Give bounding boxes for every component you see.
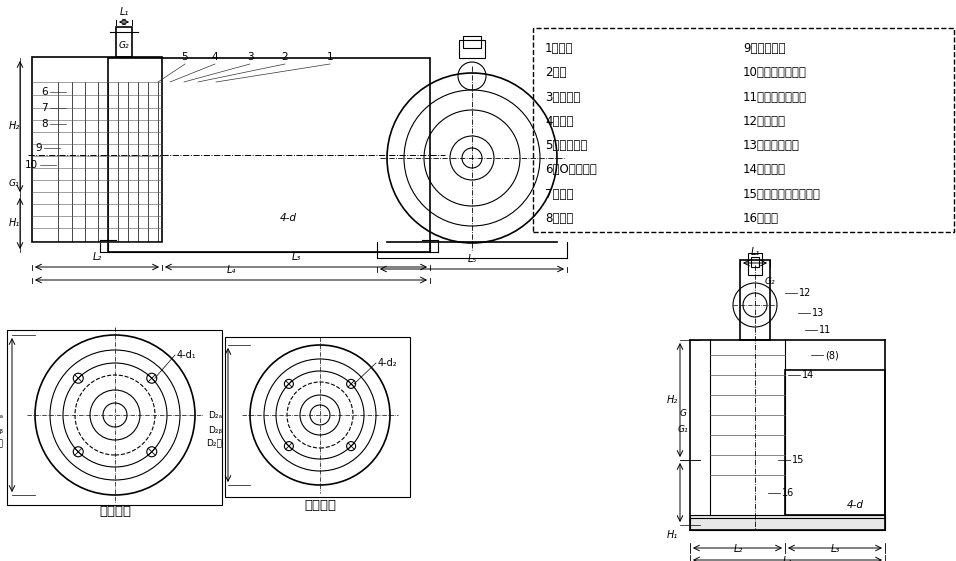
Text: 12、出水咀: 12、出水咀 bbox=[743, 115, 786, 128]
Text: L₃: L₃ bbox=[831, 544, 839, 554]
Text: G₁: G₁ bbox=[678, 425, 688, 435]
Text: 4-d₂: 4-d₂ bbox=[378, 358, 398, 368]
Text: 13、橡胶止回阀: 13、橡胶止回阀 bbox=[743, 139, 800, 152]
Bar bbox=[7, 330, 222, 505]
Text: 13: 13 bbox=[812, 308, 824, 318]
Text: 11: 11 bbox=[819, 325, 832, 335]
Text: G₁: G₁ bbox=[9, 178, 19, 187]
Text: 4-d: 4-d bbox=[279, 213, 296, 223]
Text: 6、O型橡胶圈: 6、O型橡胶圈 bbox=[545, 163, 597, 176]
Text: 10、塑料密封垫圈: 10、塑料密封垫圈 bbox=[743, 66, 807, 79]
Text: L₁: L₁ bbox=[750, 247, 760, 257]
Text: 7、叶轮: 7、叶轮 bbox=[545, 187, 574, 200]
Text: L₅: L₅ bbox=[467, 254, 477, 264]
Text: H₁: H₁ bbox=[666, 530, 678, 540]
Bar bbox=[740, 260, 770, 340]
Text: 3: 3 bbox=[247, 52, 253, 62]
Text: L₄: L₄ bbox=[227, 265, 235, 275]
Text: 14、入水咀: 14、入水咀 bbox=[743, 163, 786, 176]
Text: H₂: H₂ bbox=[666, 395, 678, 405]
Text: 9: 9 bbox=[35, 143, 42, 153]
Text: 2、键: 2、键 bbox=[545, 66, 567, 79]
Text: L₁: L₁ bbox=[120, 7, 129, 17]
Text: 6: 6 bbox=[41, 87, 48, 97]
Text: 5: 5 bbox=[182, 52, 188, 62]
Text: 4-d₁: 4-d₁ bbox=[177, 350, 197, 360]
Text: 入口法兰: 入口法兰 bbox=[99, 505, 131, 518]
Text: 16: 16 bbox=[782, 488, 794, 498]
Text: 11、出口橡胶垫圈: 11、出口橡胶垫圈 bbox=[743, 90, 807, 103]
Text: H₂: H₂ bbox=[9, 121, 20, 131]
Text: D₂ᵦ: D₂ᵦ bbox=[207, 425, 222, 435]
Text: L₃: L₃ bbox=[292, 252, 300, 262]
Text: D₁ᵦ: D₁ᵦ bbox=[0, 425, 3, 435]
Text: G₂: G₂ bbox=[765, 277, 775, 286]
Text: 7: 7 bbox=[41, 103, 48, 113]
Bar bbox=[32, 57, 162, 242]
Text: 9、叶轮螺母: 9、叶轮螺母 bbox=[743, 42, 786, 55]
Text: 15、螺塞橡胶密封垫圈: 15、螺塞橡胶密封垫圈 bbox=[743, 187, 821, 200]
Text: L₂: L₂ bbox=[93, 252, 101, 262]
Text: G₂: G₂ bbox=[119, 40, 129, 49]
Text: 8: 8 bbox=[41, 119, 48, 129]
Text: 出口法兰: 出口法兰 bbox=[304, 499, 336, 512]
Bar bbox=[225, 337, 410, 497]
Bar bbox=[748, 253, 762, 275]
Bar bbox=[463, 36, 481, 48]
Bar bbox=[785, 370, 885, 515]
Text: 4、泵盖: 4、泵盖 bbox=[545, 115, 574, 128]
Text: 8、泵体: 8、泵体 bbox=[545, 211, 574, 225]
Bar bbox=[751, 257, 759, 267]
Text: 2: 2 bbox=[282, 52, 289, 62]
Text: 15: 15 bbox=[792, 455, 804, 465]
Text: D₂ₐ: D₂ₐ bbox=[207, 411, 222, 420]
Text: (8): (8) bbox=[825, 350, 838, 360]
Text: L₄: L₄ bbox=[782, 556, 792, 561]
Bar bbox=[108, 58, 430, 252]
Text: 3、连接架: 3、连接架 bbox=[545, 90, 580, 103]
Bar bbox=[533, 28, 954, 232]
Text: G: G bbox=[680, 408, 686, 417]
Text: 1、电机: 1、电机 bbox=[545, 42, 574, 55]
Bar bbox=[459, 40, 485, 58]
Text: 16、螺塞: 16、螺塞 bbox=[743, 211, 779, 225]
Text: L₂: L₂ bbox=[733, 544, 743, 554]
Text: 4: 4 bbox=[211, 52, 218, 62]
Text: 10: 10 bbox=[25, 160, 38, 170]
Text: 4-d: 4-d bbox=[846, 500, 863, 510]
Text: D₂꜀: D₂꜀ bbox=[206, 439, 222, 448]
Text: D₁ₐ: D₁ₐ bbox=[0, 411, 3, 420]
Bar bbox=[116, 27, 132, 57]
Text: 1: 1 bbox=[327, 52, 334, 62]
Text: 12: 12 bbox=[799, 288, 812, 298]
Bar bbox=[690, 515, 885, 530]
Text: H₁: H₁ bbox=[9, 218, 20, 228]
Text: 5、机械密封: 5、机械密封 bbox=[545, 139, 587, 152]
Text: D₁꜀: D₁꜀ bbox=[0, 439, 3, 448]
Text: 14: 14 bbox=[802, 370, 815, 380]
